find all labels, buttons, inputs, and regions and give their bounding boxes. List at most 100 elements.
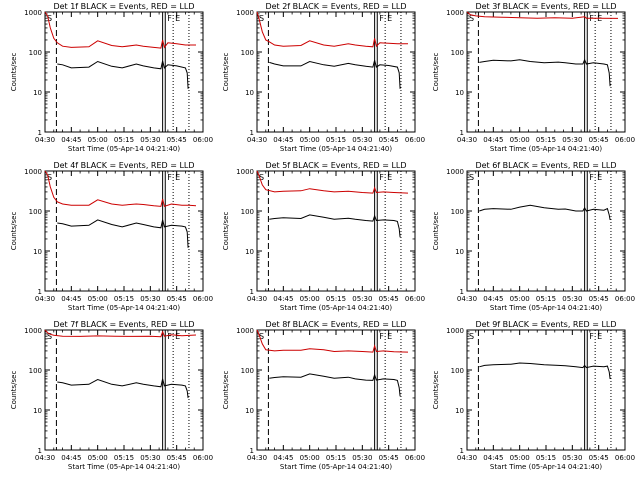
x-tick-label: 05:45	[167, 454, 187, 462]
marker-label-e: E	[597, 173, 602, 182]
lld-series-line	[256, 329, 409, 353]
x-axis-label: Start Time (05-Apr-14 04:21:40)	[280, 463, 392, 471]
x-tick-label: 06:00	[405, 454, 425, 462]
chart-panel-6: Det 6f BLACK = Events, RED = LLD 1 10 100 10…	[432, 161, 635, 312]
y-axis-label: Counts/sec	[10, 371, 18, 410]
x-tick-label: 05:30	[140, 295, 160, 303]
plot-frame	[44, 170, 204, 292]
y-tick-label: 1	[250, 447, 254, 455]
y-tick-label: 100	[29, 208, 42, 216]
y-tick-label: 1000	[236, 9, 254, 17]
y-tick-label: 1000	[446, 327, 464, 335]
y-tick-label: 100	[451, 49, 464, 57]
x-axis-label: Start Time (05-Apr-14 04:21:40)	[280, 304, 392, 312]
x-tick-label: 05:00	[510, 136, 530, 144]
x-tick-label: 05:30	[562, 136, 582, 144]
lld-series-line	[44, 11, 196, 49]
marker-label-f: F	[167, 332, 172, 341]
x-tick-label: 05:30	[140, 136, 160, 144]
chart-title: Det 2f BLACK = Events, RED = LLD	[265, 2, 406, 11]
x-tick-label: 04:30	[247, 295, 267, 303]
y-tick-label: 100	[451, 367, 464, 375]
x-axis-label: Start Time (05-Apr-14 04:21:40)	[490, 145, 602, 153]
x-tick-label: 05:15	[536, 136, 556, 144]
x-tick-label: 04:45	[483, 295, 503, 303]
x-tick-label: 05:00	[88, 454, 108, 462]
x-tick-label: 04:45	[483, 454, 503, 462]
y-tick-label: 1	[250, 288, 254, 296]
chart-panel-9: Det 9f BLACK = Events, RED = LLD 1 10 100 10…	[432, 320, 635, 471]
events-series-line	[269, 60, 401, 89]
x-tick-label: 05:45	[379, 136, 399, 144]
y-tick-label: 1	[250, 129, 254, 137]
marker-label-e: E	[175, 332, 180, 341]
x-tick-label: 05:00	[300, 295, 320, 303]
x-tick-label: 05:00	[510, 454, 530, 462]
x-tick-label: 05:00	[88, 295, 108, 303]
x-tick-label: 05:45	[167, 136, 187, 144]
x-tick-label: 05:45	[379, 295, 399, 303]
x-tick-label: 05:00	[510, 295, 530, 303]
x-tick-label: 05:45	[167, 295, 187, 303]
chart-panel-2: Det 2f BLACK = Events, RED = LLD 1 10 100 10…	[222, 2, 425, 153]
y-tick-label: 100	[451, 208, 464, 216]
y-tick-label: 1000	[446, 168, 464, 176]
chart-panel-7: Det 7f BLACK = Events, RED = LLD 1 10 100 10…	[10, 320, 213, 471]
marker-label-e: E	[175, 173, 180, 182]
x-tick-label: 06:00	[615, 295, 635, 303]
y-tick-label: 100	[241, 367, 254, 375]
y-tick-label: 100	[241, 49, 254, 57]
marker-label-f: F	[589, 332, 594, 341]
x-tick-label: 04:45	[61, 136, 81, 144]
marker-label-e: E	[175, 14, 180, 23]
lld-series-line	[256, 170, 409, 194]
y-tick-label: 10	[245, 407, 254, 415]
x-tick-label: 04:30	[35, 454, 55, 462]
marker-label-s: S	[469, 173, 474, 182]
events-series-line	[479, 204, 611, 220]
x-tick-label: 04:30	[247, 136, 267, 144]
x-tick-label: 05:30	[140, 454, 160, 462]
chart-panel-3: Det 3f BLACK = Events, RED = LLD 1 10 100 10…	[432, 2, 635, 153]
y-tick-label: 1	[38, 447, 42, 455]
x-tick-label: 06:00	[405, 295, 425, 303]
chart-panel-4: Det 4f BLACK = Events, RED = LLD 1 10 100 10…	[10, 161, 213, 312]
y-tick-label: 10	[245, 89, 254, 97]
y-axis-label: Counts/sec	[10, 53, 18, 92]
y-tick-label: 10	[455, 407, 464, 415]
y-tick-label: 1000	[236, 327, 254, 335]
y-tick-label: 1000	[24, 9, 42, 17]
marker-label-e: E	[387, 14, 392, 23]
events-series-line	[269, 214, 401, 238]
x-tick-label: 05:45	[589, 136, 609, 144]
y-axis-label: Counts/sec	[432, 53, 440, 92]
x-tick-label: 06:00	[193, 295, 213, 303]
y-tick-label: 10	[33, 89, 42, 97]
x-tick-label: 06:00	[193, 136, 213, 144]
marker-label-f: F	[379, 173, 384, 182]
plot-frame	[256, 170, 416, 292]
x-tick-label: 05:15	[326, 136, 346, 144]
chart-panel-8: Det 8f BLACK = Events, RED = LLD 1 10 100 10…	[222, 320, 425, 471]
events-series-line	[57, 60, 189, 89]
x-axis-label: Start Time (05-Apr-14 04:21:40)	[490, 304, 602, 312]
marker-label-f: F	[589, 173, 594, 182]
x-tick-label: 04:30	[35, 295, 55, 303]
x-tick-label: 05:15	[114, 136, 134, 144]
marker-label-f: F	[379, 332, 384, 341]
events-series-line	[479, 362, 611, 379]
chart-title: Det 8f BLACK = Events, RED = LLD	[265, 320, 406, 329]
chart-title: Det 5f BLACK = Events, RED = LLD	[265, 161, 406, 170]
lld-series-line	[44, 329, 197, 338]
x-tick-label: 04:45	[273, 295, 293, 303]
y-tick-label: 1	[460, 447, 464, 455]
y-tick-label: 10	[245, 248, 254, 256]
y-axis-label: Counts/sec	[10, 212, 18, 251]
marker-label-e: E	[387, 332, 392, 341]
chart-title: Det 4f BLACK = Events, RED = LLD	[53, 161, 194, 170]
plot-frame	[466, 329, 626, 451]
x-tick-label: 04:30	[457, 136, 477, 144]
y-tick-label: 1000	[24, 327, 42, 335]
marker-label-s: S	[47, 14, 52, 23]
